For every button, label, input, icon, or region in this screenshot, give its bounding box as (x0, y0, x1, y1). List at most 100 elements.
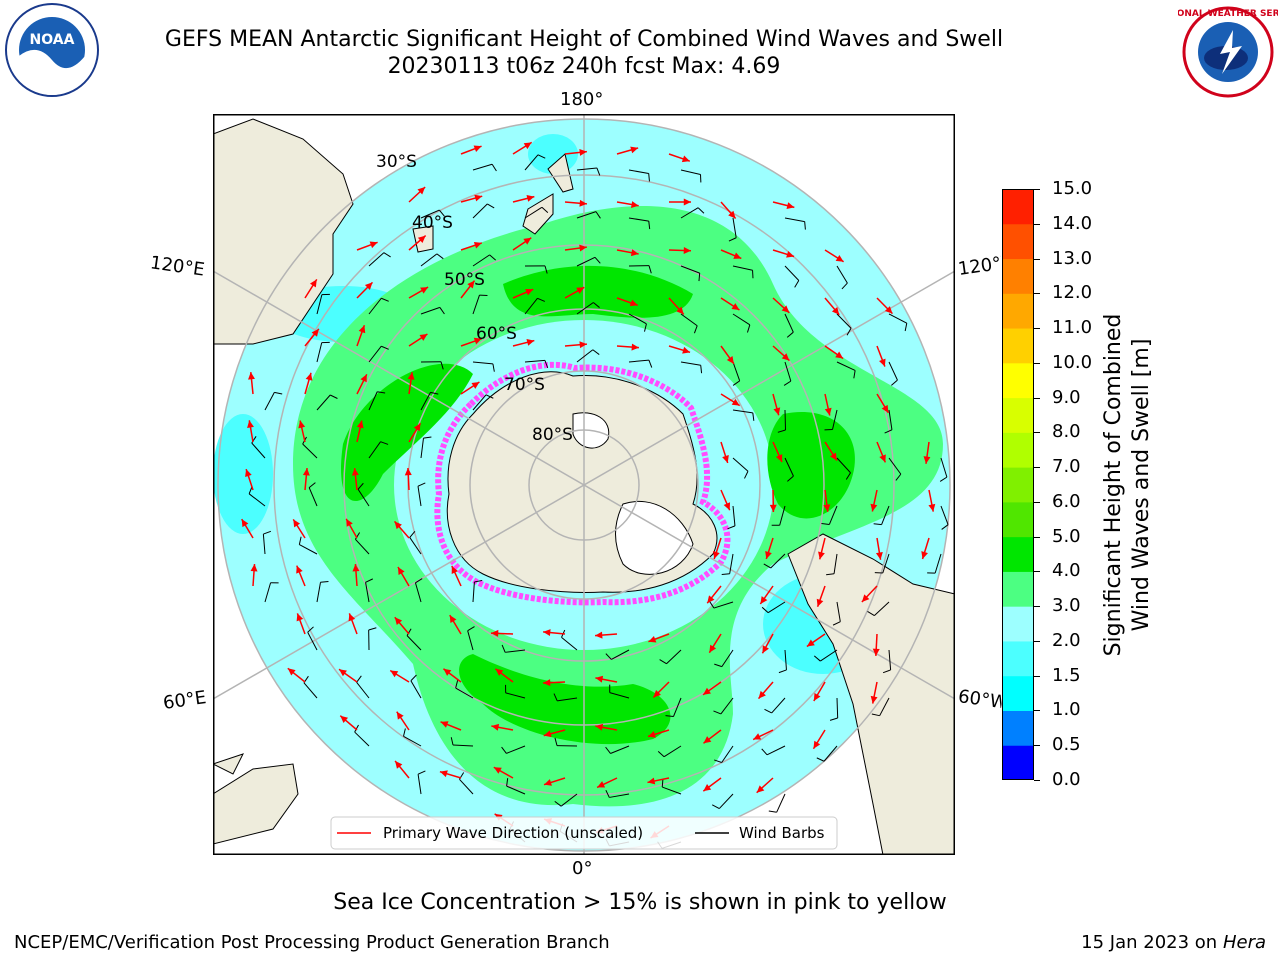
map-legend: Primary Wave Direction (unscaled) Wind B… (330, 816, 838, 850)
lat-label-70s: 70°S (504, 375, 545, 395)
wind-barb (472, 254, 490, 267)
colorbar-tick (1034, 780, 1040, 781)
wave-arrowhead (417, 235, 426, 243)
wave-arrowhead (879, 358, 886, 367)
wind-barb (406, 635, 422, 651)
wave-arrowhead (781, 353, 790, 361)
colorbar-tick-label: 1.5 (1052, 664, 1081, 686)
wave-arrowhead (775, 454, 783, 463)
wave-arrowhead (786, 202, 795, 209)
wave-arrowhead (346, 518, 353, 527)
wind-barb-flag (537, 154, 546, 159)
wind-barb (368, 441, 381, 459)
colorbar-segment (1002, 432, 1034, 468)
wave-arrowhead (631, 343, 639, 351)
wind-barb (832, 409, 838, 430)
wind-barb (576, 256, 596, 267)
colorbar-segment (1002, 501, 1034, 538)
wind-barb-flag (417, 770, 426, 775)
wind-barb-flag (380, 441, 389, 445)
wind-barb (784, 217, 805, 223)
wind-barb (888, 361, 898, 381)
footer-host: Hera (1222, 932, 1266, 953)
wind-barb-flag (377, 391, 386, 394)
footer-date-text: 15 Jan 2023 on (1081, 932, 1223, 953)
wind-barb (561, 636, 578, 651)
wave-arrowhead (287, 668, 296, 676)
wind-barb-flag (544, 360, 549, 369)
wave-arrowhead (352, 564, 360, 572)
wind-barb-flag (492, 363, 495, 372)
wind-barb-flag (778, 669, 787, 674)
lat-label-40s: 40°S (412, 213, 453, 233)
wave-arrowhead (394, 617, 403, 625)
colorbar-tick (1034, 606, 1040, 608)
wave-arrowhead (647, 777, 656, 785)
sea-ice-caption: Sea Ice Concentration > 15% is shown in … (333, 890, 947, 915)
wind-barb (666, 649, 682, 665)
wave-arrowhead (928, 503, 936, 512)
wind-barb-flag (752, 412, 755, 421)
wave-arrowhead (360, 374, 367, 383)
colorbar-tick (1034, 501, 1040, 503)
wind-barb (611, 649, 630, 660)
wave-arrowhead (311, 328, 319, 337)
wave-arrowhead (728, 210, 736, 219)
wind-barb (828, 505, 838, 525)
wave-arrowhead (648, 635, 657, 643)
wind-barb-flag (274, 391, 283, 395)
wind-barb (820, 649, 838, 662)
wave-arrowhead (683, 247, 691, 254)
wind-barb (410, 680, 422, 699)
wind-barb-flag (727, 525, 736, 530)
wind-barb-flag (829, 717, 838, 721)
colorbar-segment (1002, 258, 1034, 294)
wind-barb (472, 582, 475, 603)
wind-barb (524, 298, 538, 315)
wind-barb-flag (787, 475, 794, 482)
wind-barb-flag (845, 472, 851, 480)
colorbar-tick-label: 0.0 (1052, 769, 1081, 790)
wind-barb-flag (648, 265, 652, 274)
wind-barb (721, 649, 734, 667)
wind-barb (452, 744, 474, 747)
wave-arrowhead (830, 452, 837, 461)
wave-arrowhead (340, 715, 349, 724)
wind-barb (264, 392, 275, 411)
wind-barb (934, 553, 942, 574)
wind-barb-flag (593, 302, 600, 308)
wind-barb (873, 601, 890, 616)
wave-arrowhead (579, 341, 587, 349)
wind-barb-flag (763, 563, 771, 569)
wave-arrowhead (683, 198, 691, 206)
wind-barb-flag (713, 759, 722, 763)
wave-arrowhead (870, 695, 878, 704)
wind-barb (836, 601, 841, 622)
wind-barb-flag (744, 471, 749, 479)
wave-arrowhead (407, 372, 415, 380)
wind-barb (505, 649, 526, 653)
wave-arrowhead (364, 282, 373, 290)
colorbar-tick-label: 7.0 (1052, 456, 1081, 478)
wind-barb (680, 361, 701, 366)
colorbar-tick-label: 8.0 (1052, 421, 1081, 443)
wind-barb (766, 745, 786, 756)
wind-barb (472, 361, 493, 365)
wind-barb (720, 697, 734, 715)
wind-barb (308, 487, 318, 507)
wind-barb (732, 265, 753, 271)
colorbar-tick (1034, 258, 1040, 260)
wave-arrowhead (467, 280, 475, 289)
lon-label-60w: 60°W (956, 686, 1004, 713)
wind-barb (403, 735, 422, 747)
wave-arrowhead (491, 629, 499, 637)
wave-arrowhead (413, 423, 421, 432)
wind-barb-flag (761, 748, 768, 756)
wind-barb-flag (365, 578, 374, 583)
wind-barb-flag (941, 524, 949, 530)
wave-arrowhead (544, 779, 552, 786)
wind-barb (524, 154, 539, 171)
wind-barb-flag (423, 436, 432, 439)
wind-barb-flag (544, 265, 548, 274)
wave-arrowhead (758, 690, 766, 699)
